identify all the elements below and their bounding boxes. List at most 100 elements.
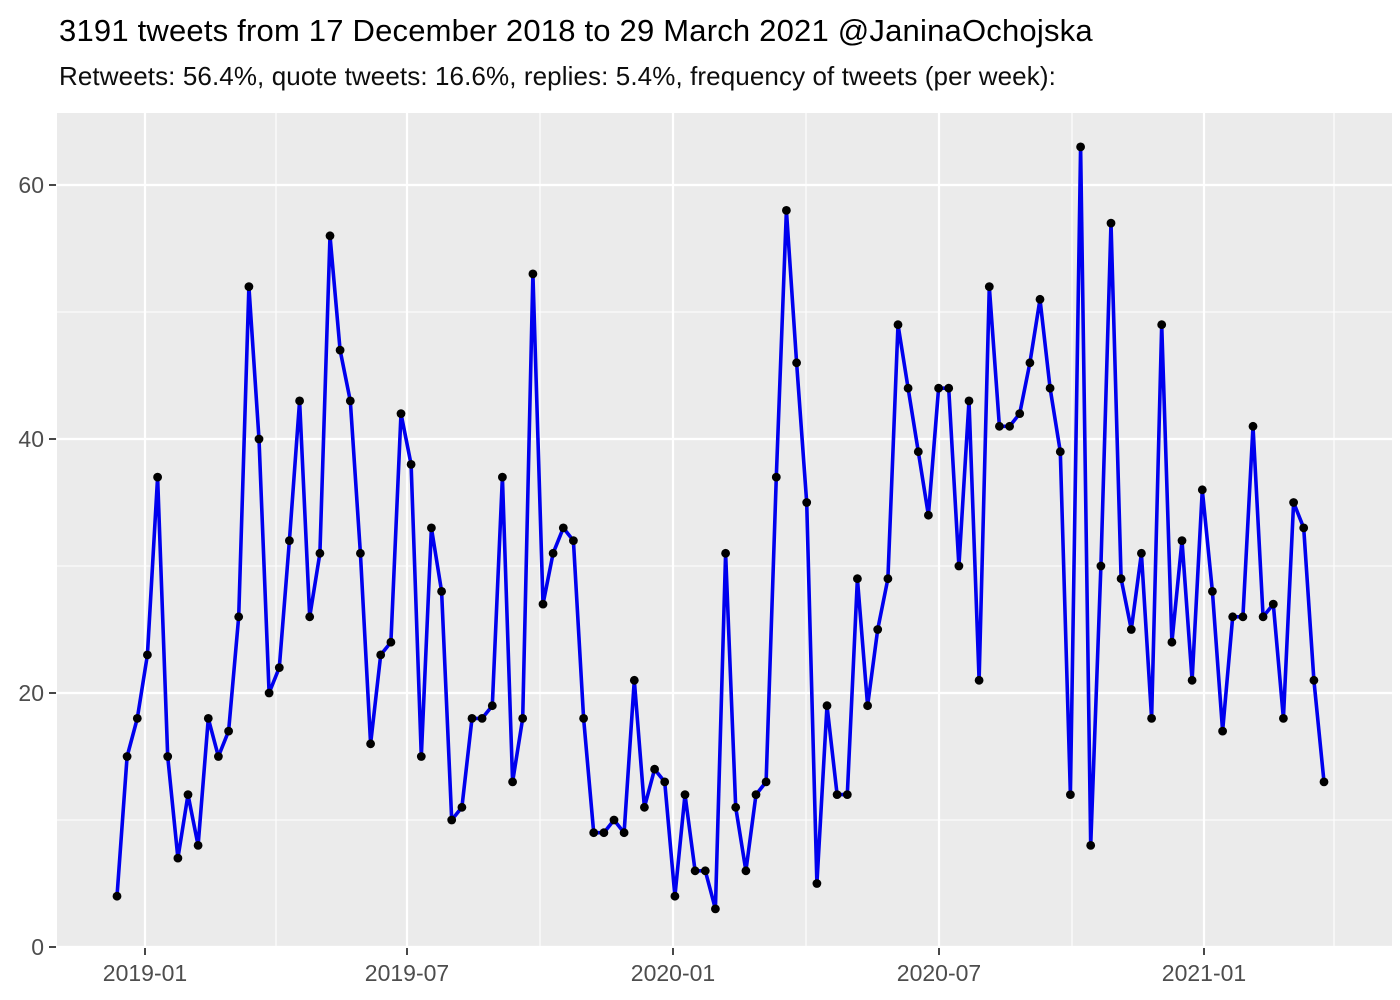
data-point bbox=[589, 828, 599, 838]
data-point bbox=[1096, 561, 1106, 571]
x-axis-label: 2019-01 bbox=[103, 960, 187, 986]
data-point bbox=[335, 345, 345, 355]
data-point bbox=[569, 536, 578, 545]
data-point bbox=[1137, 548, 1146, 558]
x-axis-label: 2019-07 bbox=[365, 960, 449, 986]
data-point bbox=[487, 701, 497, 711]
plot-panel bbox=[57, 113, 1392, 947]
data-point bbox=[700, 866, 710, 876]
data-point bbox=[893, 320, 903, 330]
data-point bbox=[264, 688, 274, 698]
tweets-per-week-line bbox=[115, 145, 1326, 911]
data-point bbox=[883, 574, 893, 584]
data-point bbox=[234, 612, 244, 622]
data-point bbox=[640, 802, 649, 812]
data-point bbox=[995, 421, 1004, 431]
data-point bbox=[203, 714, 213, 723]
data-point bbox=[670, 891, 680, 901]
data-point bbox=[1015, 409, 1025, 418]
data-point bbox=[1319, 777, 1329, 787]
data-point bbox=[832, 790, 842, 799]
data-point bbox=[1116, 574, 1126, 584]
data-point bbox=[1157, 320, 1167, 330]
data-point bbox=[650, 764, 659, 774]
data-point bbox=[1289, 498, 1298, 507]
data-point bbox=[1025, 358, 1035, 368]
y-axis-label: 0 bbox=[31, 934, 44, 960]
data-point bbox=[731, 802, 741, 812]
data-point bbox=[416, 752, 426, 761]
data-point bbox=[132, 714, 142, 723]
data-point bbox=[934, 383, 943, 393]
data-point bbox=[305, 612, 315, 622]
data-point bbox=[1045, 383, 1055, 393]
data-point bbox=[873, 625, 883, 634]
data-point bbox=[193, 841, 203, 850]
data-point bbox=[498, 472, 507, 482]
data-point bbox=[792, 358, 801, 368]
data-point bbox=[782, 206, 791, 215]
data-points bbox=[112, 142, 1329, 914]
data-point bbox=[771, 472, 781, 482]
minor-gridlines bbox=[57, 113, 1392, 947]
data-point bbox=[1126, 625, 1136, 634]
data-point bbox=[1187, 675, 1197, 685]
data-point bbox=[1228, 612, 1238, 622]
data-point bbox=[214, 752, 223, 761]
data-point bbox=[964, 396, 974, 406]
data-point bbox=[406, 460, 416, 469]
data-point bbox=[1309, 675, 1319, 685]
data-point bbox=[1238, 612, 1248, 622]
data-point bbox=[802, 498, 812, 507]
axis-tick-marks bbox=[49, 184, 1205, 955]
data-point bbox=[984, 282, 994, 291]
data-point bbox=[224, 726, 234, 736]
data-point bbox=[579, 714, 588, 723]
data-point bbox=[609, 815, 619, 825]
data-point bbox=[538, 599, 548, 609]
data-point bbox=[1035, 294, 1045, 304]
major-gridlines bbox=[57, 113, 1392, 949]
data-point bbox=[863, 701, 872, 711]
y-axis-label: 20 bbox=[18, 680, 44, 706]
data-point bbox=[690, 866, 700, 876]
data-point bbox=[812, 879, 822, 888]
data-point bbox=[345, 396, 355, 406]
data-point bbox=[508, 777, 517, 787]
data-point bbox=[518, 714, 528, 723]
data-point bbox=[629, 675, 639, 685]
chart-subtitle: Retweets: 56.4%, quote tweets: 16.6%, re… bbox=[59, 61, 1056, 91]
data-point bbox=[1086, 841, 1096, 850]
data-point bbox=[1248, 421, 1258, 431]
data-point bbox=[1055, 447, 1065, 457]
data-point bbox=[913, 447, 923, 457]
data-point bbox=[295, 396, 304, 406]
data-point bbox=[1299, 523, 1309, 533]
data-point bbox=[254, 434, 264, 444]
data-point bbox=[437, 587, 446, 596]
data-point bbox=[1066, 790, 1075, 799]
data-point bbox=[842, 790, 852, 799]
data-point bbox=[356, 548, 365, 558]
data-point bbox=[1208, 587, 1217, 596]
data-point bbox=[366, 739, 375, 749]
data-point bbox=[1218, 726, 1227, 736]
data-point bbox=[143, 650, 152, 660]
data-point bbox=[376, 650, 386, 660]
y-axis-label: 60 bbox=[18, 172, 44, 198]
x-axis-label: 2020-07 bbox=[897, 960, 981, 986]
data-point bbox=[761, 777, 771, 787]
data-point bbox=[315, 548, 325, 558]
data-point bbox=[711, 904, 720, 914]
data-point bbox=[903, 383, 913, 393]
data-point bbox=[153, 472, 163, 482]
data-point bbox=[751, 790, 761, 799]
data-point bbox=[122, 752, 132, 761]
data-point bbox=[924, 510, 933, 520]
data-point bbox=[548, 548, 558, 558]
data-point bbox=[619, 828, 629, 838]
data-point bbox=[528, 269, 538, 279]
data-point bbox=[173, 853, 183, 863]
data-point bbox=[1005, 421, 1014, 431]
